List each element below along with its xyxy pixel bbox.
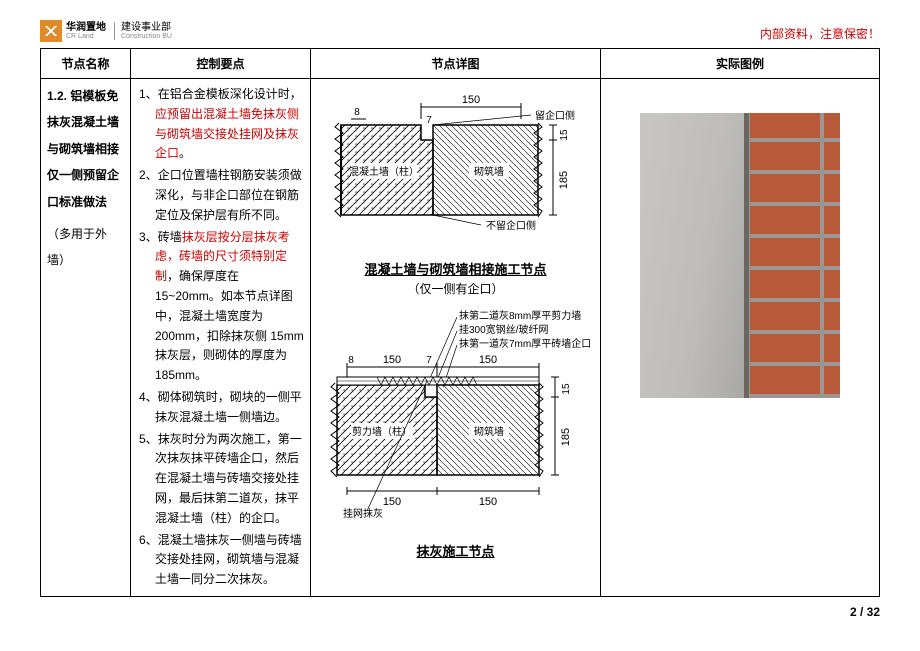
svg-text:砌筑墙: 砌筑墙 <box>474 425 504 438</box>
example-photo <box>640 113 840 398</box>
photo-plaster-region <box>640 113 746 398</box>
logo-en: CR Land <box>66 33 106 41</box>
dept-cn: 建设事业部 <box>121 22 172 33</box>
main-table: 节点名称 控制要点 节点详图 实际图例 1.2. 铝模板免抹灰混凝土墙与砌筑墙相… <box>40 48 880 597</box>
svg-text:150: 150 <box>461 94 479 106</box>
svg-text:15: 15 <box>561 383 572 395</box>
points-list: 在铝合金模板深化设计时，应预留出混凝土墙免抹灰侧与砌筑墙交接处挂网及抹灰企口。 … <box>137 85 304 590</box>
diagram-1: 150 8 7 混凝土墙（柱） 砌筑墙 <box>321 85 591 255</box>
svg-text:150: 150 <box>383 496 401 508</box>
diagram2-title: 抹灰施工节点 <box>317 541 594 560</box>
point-2: 企口位置墙柱钢筋安装须做深化，与非企口部位在钢筋定位及保护层有所不同。 <box>155 166 304 225</box>
svg-text:185: 185 <box>558 171 570 189</box>
point-3: 砖墙抹灰层按分层抹灰考虑，砖墙的尺寸须特别定制，确保厚度在 15~20mm。如本… <box>155 228 304 386</box>
point-1: 在铝合金模板深化设计时，应预留出混凝土墙免抹灰侧与砌筑墙交接处挂网及抹灰企口。 <box>155 85 304 164</box>
node-title: 1.2. 铝模板免抹灰混凝土墙与砌筑墙相接仅一侧预留企口标准做法 <box>47 83 124 215</box>
photo-brick-region <box>746 113 840 398</box>
diagram1-sub: （仅一侧有企口） <box>317 280 594 297</box>
svg-text:挂网抹灰: 挂网抹灰 <box>343 507 383 520</box>
point-5: 抹灰时分为两次施工，第一次抹灰抹平砖墙企口，然后在混凝土墙与砖墙交接处挂网，最后… <box>155 430 304 529</box>
photo-cell <box>601 79 880 597</box>
confidential-label: 内部资料，注意保密！ <box>760 25 880 42</box>
col-header-photo: 实际图例 <box>601 49 880 79</box>
col-header-diagram: 节点详图 <box>311 49 601 79</box>
svg-text:剪力墙（柱）: 剪力墙（柱） <box>352 425 412 438</box>
logo-text: 华润置地 CR Land <box>66 22 106 41</box>
col-header-points: 控制要点 <box>131 49 311 79</box>
svg-text:留企口侧: 留企口侧 <box>535 109 575 122</box>
svg-text:8: 8 <box>348 355 354 366</box>
svg-text:7: 7 <box>426 355 432 366</box>
svg-text:15: 15 <box>559 129 570 141</box>
svg-text:150: 150 <box>479 496 497 508</box>
svg-text:挂300宽钢丝/玻纤网: 挂300宽钢丝/玻纤网 <box>459 323 548 336</box>
node-sub: （多用于外墙） <box>47 221 124 274</box>
point-6: 混凝土墙抹灰一侧墙与砖墙交接处挂网，砌筑墙与混凝土墙一同分二次抹灰。 <box>155 531 304 590</box>
photo-joint <box>744 113 749 398</box>
svg-text:7: 7 <box>426 115 432 126</box>
page-header: 华润置地 CR Land 建设事业部 Construction BU 内部资料，… <box>40 20 880 42</box>
diagram-2: 抹第二道灰8mm厚平剪力墙 挂300宽钢丝/玻纤网 抹第一道灰7mm厚平砖墙企口… <box>317 307 597 537</box>
svg-text:砌筑墙: 砌筑墙 <box>474 165 504 178</box>
svg-text:8: 8 <box>354 107 360 118</box>
col-header-name: 节点名称 <box>41 49 131 79</box>
svg-text:抹第一道灰7mm厚平砖墙企口: 抹第一道灰7mm厚平砖墙企口 <box>459 337 591 350</box>
page-number: 2 / 32 <box>40 605 880 619</box>
dept-en: Construction BU <box>121 33 172 41</box>
points-cell: 在铝合金模板深化设计时，应预留出混凝土墙免抹灰侧与砌筑墙交接处挂网及抹灰企口。 … <box>131 79 311 597</box>
svg-text:150: 150 <box>479 354 497 366</box>
diagram1-title: 混凝土墙与砌筑墙相接施工节点 <box>317 259 594 278</box>
dept-text: 建设事业部 Construction BU <box>114 22 172 41</box>
point-4: 砌体砌筑时，砌块的一侧平抹灰混凝土墙一侧墙边。 <box>155 388 304 428</box>
node-name-cell: 1.2. 铝模板免抹灰混凝土墙与砌筑墙相接仅一侧预留企口标准做法 （多用于外墙） <box>41 79 131 597</box>
svg-text:混凝土墙（柱）: 混凝土墙（柱） <box>349 165 419 178</box>
logo-icon <box>40 20 62 42</box>
svg-text:185: 185 <box>560 428 572 446</box>
logo-block: 华润置地 CR Land 建设事业部 Construction BU <box>40 20 172 42</box>
svg-text:抹第二道灰8mm厚平剪力墙: 抹第二道灰8mm厚平剪力墙 <box>459 309 581 322</box>
svg-text:不留企口侧: 不留企口侧 <box>486 219 536 232</box>
svg-text:150: 150 <box>383 354 401 366</box>
logo-cn: 华润置地 <box>66 22 106 33</box>
diagram-cell: 150 8 7 混凝土墙（柱） 砌筑墙 <box>311 79 601 597</box>
